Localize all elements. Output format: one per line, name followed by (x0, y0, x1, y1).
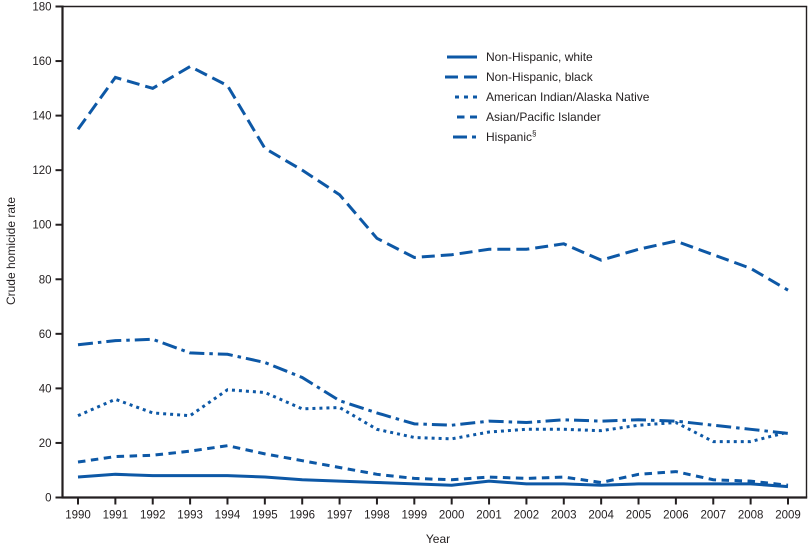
y-tick-label-100: 100 (32, 220, 51, 232)
x-tick-label-1998: 1998 (364, 510, 390, 522)
legend-long-dash-line-sample-icon (441, 75, 477, 79)
series-line-asian-pacific-islander (77, 444, 789, 487)
legend-label-superscript: § (532, 129, 537, 138)
y-tick-label-0: 0 (45, 493, 51, 505)
legend-dash-dot-line-sample-icon (441, 135, 477, 139)
y-tick-label-60: 60 (39, 329, 52, 341)
x-tick-label-1990: 1990 (65, 510, 91, 522)
legend-solid-line-sample-icon (441, 55, 477, 59)
legend-dotted-line-sample-icon (441, 95, 477, 99)
y-tick-label-80: 80 (39, 274, 52, 286)
x-tick-label-2005: 2005 (626, 510, 652, 522)
legend-label: American Indian/Alaska Native (486, 90, 650, 104)
x-tick-label-2006: 2006 (663, 510, 689, 522)
x-axis-title: Year (425, 532, 451, 546)
x-tick-label-2001: 2001 (476, 510, 502, 522)
legend-item-american-indian-alaska-native: American Indian/Alaska Native (441, 87, 649, 107)
y-tick-label-140: 140 (32, 111, 51, 123)
x-tick-label-2007: 2007 (700, 510, 726, 522)
legend-label: Hispanic§ (486, 129, 537, 144)
x-tick-label-1994: 1994 (215, 510, 241, 522)
series-line-non-hispanic-black (76, 64, 789, 292)
x-tick-label-2000: 2000 (439, 510, 465, 522)
x-tick-label-1991: 1991 (103, 510, 129, 522)
x-tick-label-1996: 1996 (289, 510, 315, 522)
x-tick-label-1997: 1997 (327, 510, 353, 522)
legend-item-non-hispanic-black: Non-Hispanic, black (441, 67, 649, 87)
y-tick-label-20: 20 (39, 438, 52, 450)
y-tick-label-160: 160 (32, 56, 51, 68)
legend-label: Non-Hispanic, black (486, 70, 593, 84)
legend-item-asian-pacific-islander: Asian/Pacific Islander (441, 107, 649, 127)
series-line-non-hispanic-white (77, 472, 789, 489)
x-tick-label-1999: 1999 (402, 510, 428, 522)
y-tick-label-180: 180 (32, 2, 51, 14)
legend-label: Non-Hispanic, white (486, 50, 593, 64)
x-tick-label-2002: 2002 (514, 510, 540, 522)
legend-item-hispanic: Hispanic§ (441, 127, 649, 147)
x-tick-label-2008: 2008 (738, 510, 764, 522)
x-tick-label-1993: 1993 (177, 510, 203, 522)
x-tick-label-2003: 2003 (551, 510, 577, 522)
x-tick-label-2009: 2009 (775, 510, 801, 522)
x-tick-label-1992: 1992 (140, 510, 166, 522)
series-line-american-indian-alaska-native (77, 388, 789, 444)
x-tick-label-2004: 2004 (588, 510, 614, 522)
legend: Non-Hispanic, white Non-Hispanic, black Am… (441, 47, 649, 147)
y-tick-label-120: 120 (32, 165, 51, 177)
y-tick-label-40: 40 (39, 383, 52, 395)
x-tick-label-1995: 1995 (252, 510, 278, 522)
y-axis-title: Crude homicide rate (4, 196, 18, 306)
legend-label: Asian/Pacific Islander (486, 110, 601, 124)
legend-item-non-hispanic-white: Non-Hispanic, white (441, 47, 649, 67)
legend-dash-line-sample-icon (441, 115, 477, 119)
series-line-hispanic (77, 337, 789, 435)
